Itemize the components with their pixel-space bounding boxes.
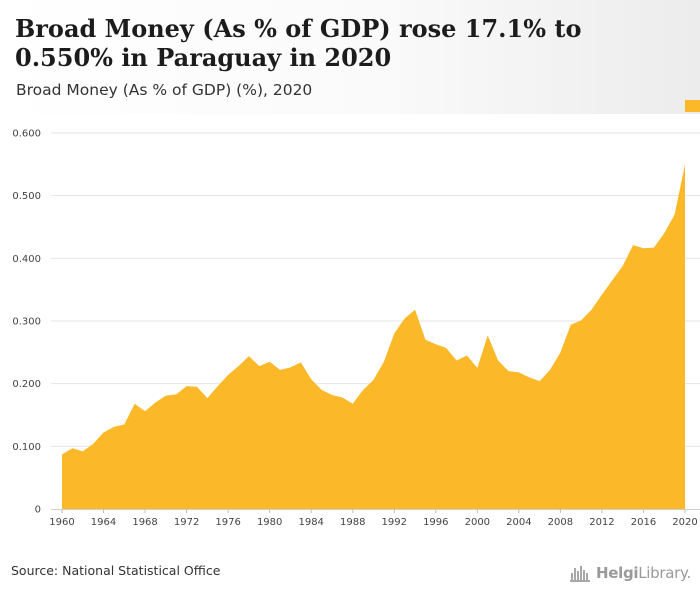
chart-title: Broad Money (As % of GDP) rose 17.1% to … [15,14,582,72]
y-tick-label: 0.200 [12,379,41,390]
area-path [62,164,685,509]
accent-bar [685,100,700,112]
header-band: Broad Money (As % of GDP) rose 17.1% to … [0,0,700,114]
y-tick-label: 0.500 [12,191,41,202]
logo-text-rest: Library. [638,564,691,582]
x-tick-label: 2008 [548,517,573,528]
source-note: Source: National Statistical Office [11,563,221,578]
axes: 0 0.100 0.200 0.300 0.400 0.500 0.600 1960 1964 1… [12,129,700,528]
x-tick-label: 1988 [340,517,365,528]
x-tick-label: 1964 [91,517,116,528]
x-tick-label: 2000 [465,517,490,528]
logo-text-bold: Helgi [596,564,639,582]
y-tick-label: 0.400 [12,254,41,265]
x-tick-label: 1968 [132,517,157,528]
library-icon [570,566,590,582]
x-tick-label: 2016 [631,517,656,528]
x-tick-label: 1972 [174,517,199,528]
y-tick-label: 0.300 [12,317,41,328]
x-tick-label: 1980 [257,517,282,528]
logo-text: HelgiLibrary. [596,564,691,582]
chart-plot: 0 0.100 0.200 0.300 0.400 0.500 0.600 1960 1964 1… [12,129,700,528]
x-tick-label: 2020 [672,517,697,528]
x-tick-label: 1992 [382,517,407,528]
y-tick-label: 0 [35,505,41,516]
y-tick-label: 0.100 [12,442,41,453]
x-tick-label: 1976 [215,517,240,528]
y-tick-label: 0.600 [12,129,41,140]
x-tick-label: 1984 [298,517,323,528]
chart-subtitle: Broad Money (As % of GDP) (%), 2020 [16,81,313,99]
x-tick-label: 2004 [506,517,531,528]
helgi-library-logo[interactable]: HelgiLibrary. [570,562,691,584]
x-tick-label: 1960 [49,517,74,528]
x-tick-label: 1996 [423,517,448,528]
area-series [62,164,685,509]
x-tick-label: 2012 [589,517,614,528]
